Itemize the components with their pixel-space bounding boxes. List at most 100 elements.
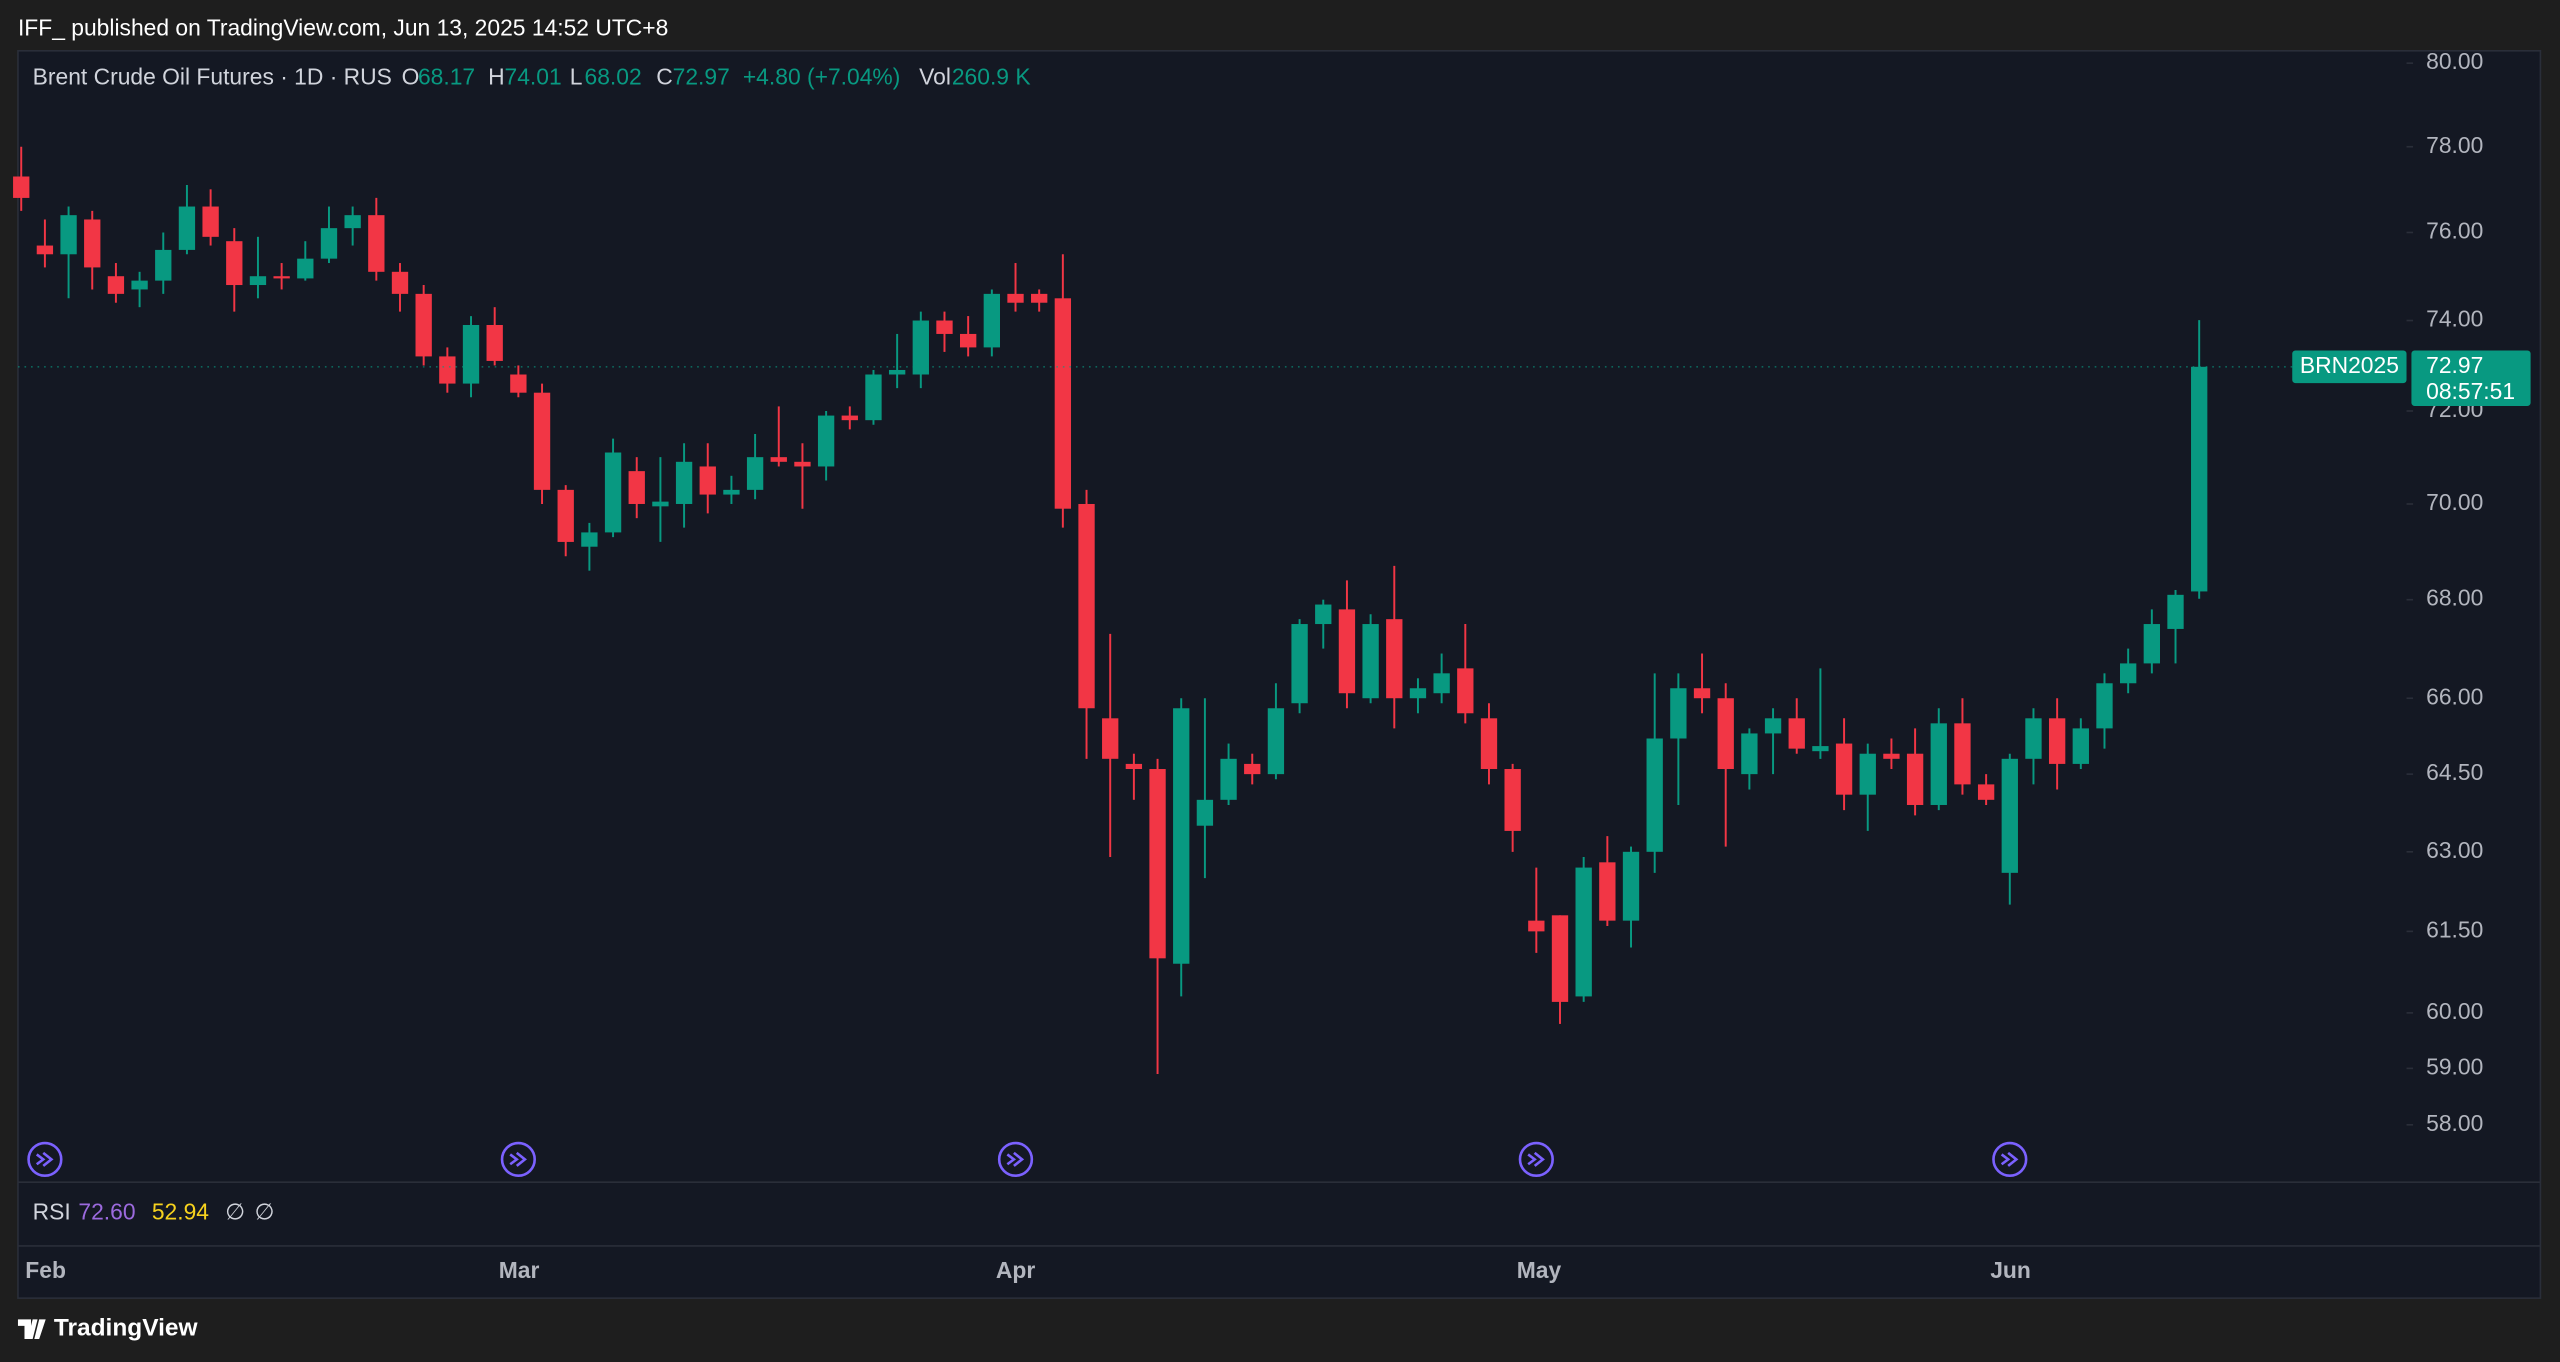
candle-body <box>1646 738 1663 852</box>
y-tick-label: 60.00 <box>2426 998 2483 1024</box>
candle-body <box>202 206 219 237</box>
volume-label: Vol <box>919 64 951 90</box>
candle-body <box>1551 915 1569 1002</box>
candle-body <box>746 457 764 490</box>
rsi-flag: ∅ <box>225 1198 245 1224</box>
rsi-flag: ∅ <box>255 1198 275 1224</box>
candle-body <box>2191 366 2208 592</box>
candle-body <box>936 320 953 334</box>
candle-body <box>1386 619 1403 699</box>
low-value: 68.02 <box>584 64 641 90</box>
candle-body <box>1977 784 1995 800</box>
event-marker <box>500 1141 536 1177</box>
candle-body <box>1315 604 1332 625</box>
candle-body <box>1125 763 1143 770</box>
candle-body <box>960 333 977 348</box>
ohlc-label: L <box>570 64 583 90</box>
candle-body <box>1622 851 1640 921</box>
candle-body <box>652 501 669 507</box>
event-arrow <box>1527 1151 1545 1167</box>
candle-body <box>581 532 598 547</box>
x-tick-label: Jun <box>1990 1257 2031 1283</box>
publisher-line: IFF_ published on TradingView.com, Jun 1… <box>18 15 668 41</box>
candle-body <box>1741 733 1758 775</box>
x-tick-label: Feb <box>25 1257 66 1283</box>
candle-body <box>1812 746 1829 752</box>
x-tick-label: Apr <box>996 1257 1035 1283</box>
y-tick-label: 64.50 <box>2426 759 2483 785</box>
candle-body <box>1007 293 1024 303</box>
candle-body <box>13 176 30 198</box>
candle-body <box>675 461 693 504</box>
candle-body <box>557 489 574 542</box>
candle-body <box>155 249 172 281</box>
candle-body <box>2167 594 2184 629</box>
brand-name: TradingView <box>54 1315 199 1342</box>
y-tick-label: 76.00 <box>2426 218 2483 244</box>
candle-body <box>2001 758 2018 873</box>
candle-body <box>36 245 54 255</box>
candle-body <box>841 415 858 421</box>
brand-logo <box>17 1319 46 1339</box>
candle-body <box>2048 718 2066 764</box>
candle-body <box>131 280 148 290</box>
candle-body <box>1457 668 1474 714</box>
candle-body <box>2120 663 2137 684</box>
candle-body <box>1930 723 1947 805</box>
candle-body <box>1078 503 1095 709</box>
candle-body <box>249 276 267 286</box>
candle-body <box>391 271 409 294</box>
symbol-tag <box>2292 350 2407 384</box>
candle-body <box>1031 293 1048 303</box>
y-tick-label: 59.00 <box>2426 1053 2483 1079</box>
candle-body <box>439 356 456 384</box>
y-tick-label: 78.00 <box>2426 132 2483 158</box>
brand: TradingView <box>17 1315 199 1342</box>
candle-body <box>1835 743 1853 795</box>
candle-body <box>699 466 716 495</box>
volume-value: 260.9 K <box>952 64 1031 90</box>
y-tick-label: 66.00 <box>2426 683 2483 709</box>
price-tag-value: 72.97 <box>2426 352 2483 378</box>
candle-body <box>888 369 906 375</box>
candle-body <box>510 374 527 393</box>
candle-body <box>794 461 811 467</box>
candle-body <box>1149 769 1166 959</box>
event-marker <box>1518 1141 1554 1177</box>
event-arrow <box>509 1151 527 1167</box>
candle-body <box>1599 862 1616 921</box>
candle-body <box>60 215 77 255</box>
candle-body <box>1220 758 1237 800</box>
candle-body <box>2096 683 2113 729</box>
candle-body <box>1244 763 1261 775</box>
candle-body <box>1504 769 1521 831</box>
candle-body <box>415 293 432 357</box>
event-arrow <box>35 1151 54 1167</box>
candle-body <box>1764 718 1782 734</box>
rsi-average: 52.94 <box>152 1198 209 1224</box>
candle-body <box>2072 728 2089 764</box>
candle-body <box>1362 624 1379 699</box>
event-marker <box>1992 1141 2028 1177</box>
candle-body <box>1338 609 1356 694</box>
candle-body <box>486 324 503 361</box>
candle-body <box>1291 624 1308 704</box>
candle-body <box>865 374 882 421</box>
event-arrow <box>2000 1151 2019 1167</box>
candle-body <box>1717 698 1734 770</box>
candle-body <box>770 457 787 462</box>
y-tick-label: 80.00 <box>2426 48 2483 74</box>
candle-body <box>1788 718 1805 749</box>
rsi-name: RSI <box>33 1198 71 1224</box>
candle-body <box>368 215 385 272</box>
candle-body <box>1267 708 1285 775</box>
ohlc-label: O <box>402 64 420 90</box>
high-value: 74.01 <box>504 64 561 90</box>
candle-body <box>462 324 480 384</box>
candle-body <box>1196 799 1214 826</box>
rsi-value: 72.60 <box>78 1198 135 1224</box>
candle-body <box>1575 867 1592 997</box>
candle-body <box>983 293 1000 348</box>
y-tick-label: 70.00 <box>2426 489 2483 515</box>
